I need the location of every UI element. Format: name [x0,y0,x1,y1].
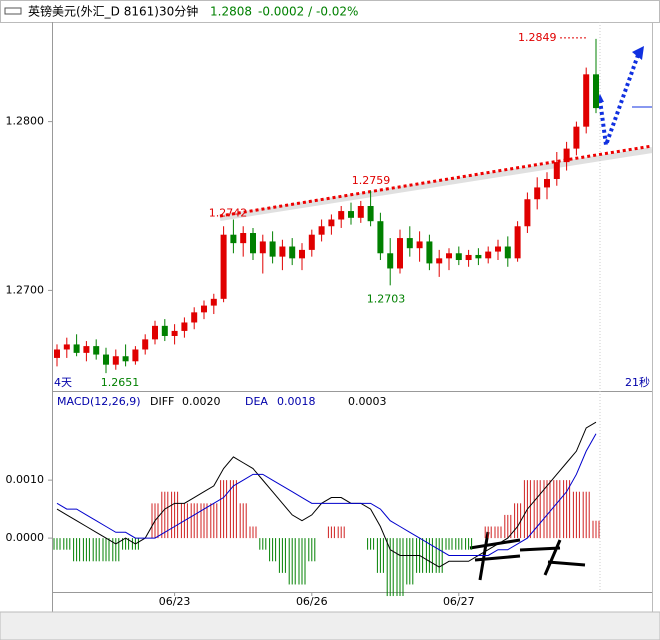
candle-body [495,246,501,252]
candle-body [73,344,80,353]
candle-body [308,234,315,250]
candle-body [201,305,207,313]
candle-body [220,234,227,299]
candle-body [436,258,443,264]
macd-line [56,433,597,556]
y-tick-label: 1.2800 [6,115,45,128]
candle-body [475,254,482,259]
y-tick-label: 0.0010 [6,473,45,486]
candle-body [406,238,413,249]
candle-body [142,339,149,350]
corner-label: 4天 [54,376,72,389]
signature [469,531,586,581]
candle-body [338,211,345,220]
annotation: 1.2742 [209,207,248,220]
candle-body [210,298,217,306]
candle-body [534,187,541,200]
candle-body [289,246,296,259]
candle-body [514,226,521,259]
forecast-arrow [598,54,640,146]
y-tick-label: 0.0000 [6,531,45,544]
candle-body [397,238,403,269]
header-change: -0.0002 / -0.02% [258,5,358,19]
candle-body [446,253,452,259]
arrow-head [596,46,644,102]
corner-label: 21秒 [625,375,650,389]
scrollbar[interactable] [0,611,660,640]
candle-body [563,148,570,163]
candle-body [455,253,462,261]
candle-body [377,221,384,254]
legend-value: 0.0018 [277,395,316,408]
x-tick-label: 06/27 [443,595,475,608]
candle-body [485,251,492,259]
candle-body [63,344,70,350]
candle-body [250,233,256,254]
candle-body [279,246,286,257]
candle-body [544,178,550,188]
candle-body [504,246,511,259]
y-tick-label: 1.2700 [6,283,45,296]
candle-body [465,254,472,261]
candle-body [367,206,374,222]
legend-name: DIFF [150,395,174,408]
candle-body [132,349,139,362]
header-title: 英镑美元(外汇_D 8161)30分钟 [28,4,198,19]
candle-body [54,349,60,358]
trend-line [219,144,653,218]
annotation: 1.2849 [518,31,557,44]
candle-body [122,356,129,362]
candle-body [318,226,325,235]
header-icon [4,7,22,15]
legend-value: 0.0020 [182,395,221,408]
candle-body [112,356,119,365]
annotation: 1.2703 [367,292,406,305]
candle-body [583,74,590,127]
annotation: 1.2651 [101,376,140,389]
header-last: 1.2808 [210,5,252,19]
trend-shadow [219,147,653,221]
candle-body [152,325,158,340]
panel-title: MACD(12,26,9) [57,395,141,408]
candle-body [269,241,276,257]
legend-name: DEA [245,395,268,408]
candle-body [426,241,433,264]
candle-body [240,233,247,244]
candle-body [299,249,305,259]
candle-body [181,322,188,331]
candle-body [328,219,335,227]
candle-body [593,74,599,109]
candle-body [83,346,90,353]
candle-body [553,162,560,179]
candle-body [416,241,423,249]
candle-body [93,346,100,355]
candle-body [348,211,354,218]
candle-body [573,126,580,149]
x-tick-label: 06/23 [159,595,191,608]
legend-value: 0.0003 [348,395,387,408]
candle-body [230,234,237,244]
x-tick-label: 06/26 [296,595,328,608]
candle-body [524,199,531,227]
candle-body [259,241,266,254]
candle-body [171,330,178,336]
annotation: 1.2759 [352,174,391,187]
candle-body [103,354,109,365]
candle-body [387,253,394,269]
candle-body [191,312,198,323]
candle-body [161,325,168,336]
macd-line [56,421,597,568]
candle-body [357,206,364,218]
